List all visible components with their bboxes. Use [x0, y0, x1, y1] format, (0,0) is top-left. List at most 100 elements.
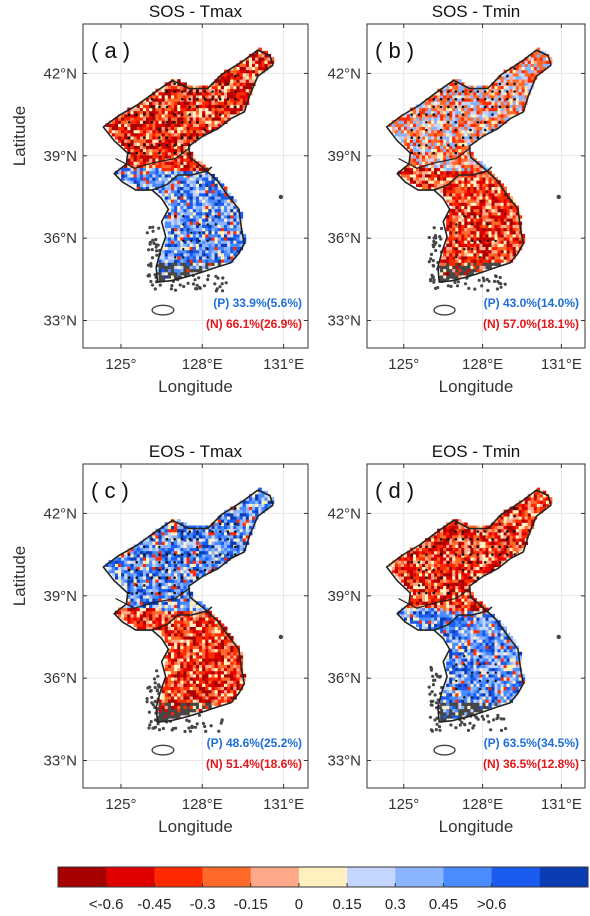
heatmap-cell [186, 215, 191, 219]
heatmap-cell [503, 249, 507, 254]
heatmap-cell [146, 183, 150, 187]
heatmap-cell [164, 632, 169, 637]
heatmap-cell [416, 123, 420, 127]
heatmap-cell [192, 579, 197, 583]
heatmap-cell [183, 151, 187, 156]
heatmap-cell [195, 645, 200, 650]
heatmap-cell [202, 129, 206, 134]
heatmap-cell [171, 265, 175, 270]
heatmap-cell [239, 215, 244, 219]
heatmap-cell [452, 129, 456, 134]
heatmap-cell [161, 595, 166, 599]
heatmap-cell [518, 82, 523, 86]
heatmap-cell [400, 173, 405, 178]
heatmap-cell [177, 233, 181, 238]
heatmap-cell [494, 202, 498, 206]
stipple-dot [143, 121, 146, 124]
heatmap-cell [485, 227, 489, 232]
heatmap-cell [139, 120, 144, 124]
stipple-dot [234, 97, 237, 101]
heatmap-cell [174, 177, 178, 181]
heatmap-cell [111, 560, 116, 564]
heatmap-cell [118, 610, 122, 615]
heatmap-cell [139, 129, 144, 134]
heatmap-cell [536, 53, 541, 58]
heatmap-cell [152, 129, 156, 134]
heatmap-cell [180, 218, 184, 222]
heatmap-cell [161, 705, 166, 710]
stipple-dot [214, 215, 217, 218]
stipple-dot [188, 90, 192, 93]
heatmap-cell [171, 680, 175, 684]
heatmap-cell [202, 230, 206, 235]
heatmap-cell [491, 227, 495, 232]
heatmap-cell [227, 249, 231, 254]
heatmap-cell [470, 233, 474, 238]
heatmap-cell [452, 155, 456, 159]
heatmap-cell [536, 69, 541, 74]
stipple-dot [158, 136, 161, 139]
heatmap-cell [230, 82, 234, 86]
heatmap-cell [167, 538, 172, 542]
heatmap-cell [183, 655, 187, 659]
heatmap-cell [136, 177, 141, 181]
heatmap-cell [422, 123, 426, 127]
heatmap-cell [473, 170, 477, 175]
heatmap-cell [425, 186, 429, 191]
heatmap-cell [139, 183, 144, 187]
heatmap-cell [161, 126, 166, 131]
heatmap-cell [142, 569, 147, 574]
heatmap-cell [491, 224, 495, 229]
island-dot [439, 237, 443, 241]
heatmap-cell [491, 199, 495, 203]
heatmap-cell [174, 595, 178, 599]
heatmap-cell [485, 104, 489, 109]
heatmap-cell [164, 680, 169, 684]
stipple-dot [165, 128, 169, 132]
heatmap-cell [416, 180, 420, 184]
heatmap-cell [437, 155, 441, 159]
heatmap-cell [195, 177, 200, 181]
heatmap-cell [124, 604, 128, 609]
heatmap-cell [491, 117, 495, 121]
heatmap-cell [242, 88, 247, 93]
heatmap-cell [422, 126, 426, 131]
heatmap-cell [171, 557, 175, 561]
heatmap-cell [452, 158, 456, 162]
island-dot [432, 226, 436, 230]
heatmap-cell [509, 88, 513, 93]
heatmap-cell [180, 645, 184, 650]
heatmap-cell [230, 101, 234, 105]
heatmap-cell [177, 211, 181, 216]
heatmap-cell [171, 632, 175, 637]
heatmap-cell [180, 95, 184, 99]
heatmap-cell [233, 211, 237, 216]
island-dot [439, 226, 444, 231]
heatmap-cell [467, 192, 471, 197]
heatmap-cell [443, 88, 447, 93]
heatmap-cell [142, 123, 147, 127]
heatmap-cell [139, 557, 144, 561]
heatmap-cell [464, 110, 468, 115]
heatmap-cell [458, 215, 462, 219]
heatmap-cell [171, 525, 175, 530]
island-dot [206, 277, 210, 282]
heatmap-cell [189, 686, 194, 691]
heatmap-cell [195, 569, 200, 574]
heatmap-cell [527, 79, 532, 83]
heatmap-cell [180, 579, 184, 583]
heatmap-cell [167, 648, 172, 653]
heatmap-cell [180, 155, 184, 159]
heatmap-cell [180, 595, 184, 599]
stipple-dot [203, 97, 207, 101]
heatmap-cell [183, 648, 187, 653]
heatmap-cell [497, 215, 501, 219]
heatmap-cell [167, 607, 172, 612]
heatmap-cell [488, 240, 492, 244]
heatmap-cell [174, 699, 178, 703]
heatmap-cell [171, 595, 175, 599]
heatmap-cell [199, 240, 203, 244]
island-dot [147, 273, 151, 277]
heatmap-cell [164, 550, 169, 555]
heatmap-cell [491, 120, 495, 124]
